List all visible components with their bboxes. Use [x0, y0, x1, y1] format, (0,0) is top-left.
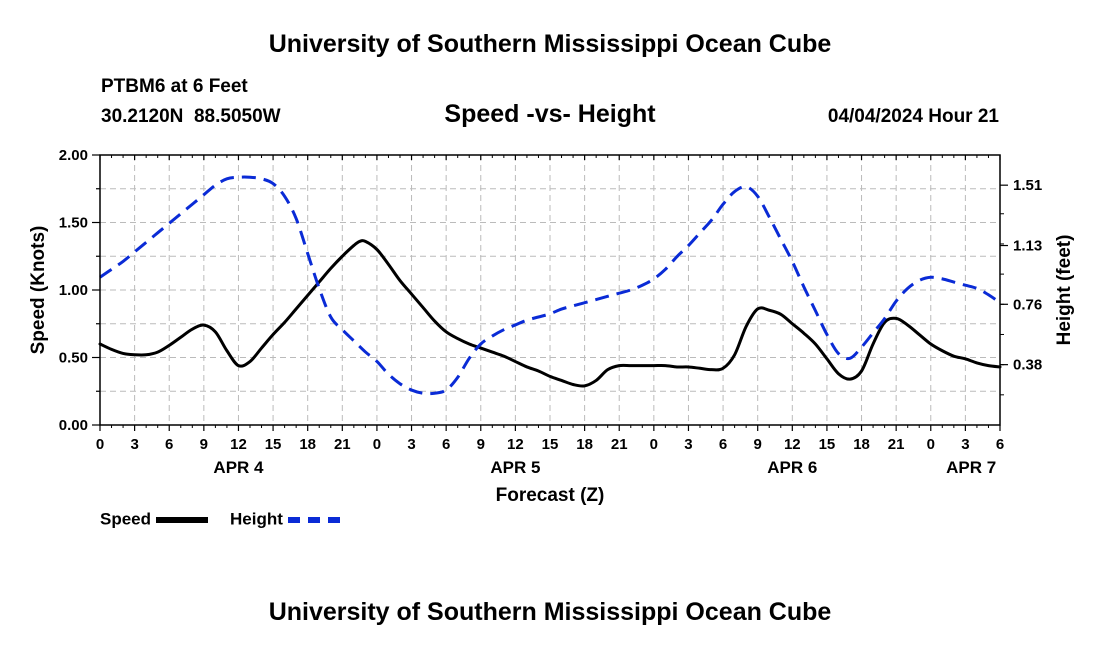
x-tick-label: 15 — [542, 436, 559, 453]
x-tick-label: 6 — [165, 436, 173, 453]
footer-title: University of Southern Mississippi Ocean… — [268, 598, 832, 626]
y2-tick-label: 0.76 — [1013, 296, 1042, 313]
legend-height-label: Height — [230, 509, 283, 529]
forecast-timestamp: 04/04/2024 Hour 21 — [827, 106, 999, 127]
legend-speed-label: Speed — [100, 509, 152, 529]
y2-tick-label: 1.13 — [1013, 238, 1042, 255]
legend-speed: Speed — [100, 509, 208, 530]
x-tick-label: 9 — [754, 436, 762, 453]
axes: 0 3 6 9 12 15 18 21 0 3 6 9 12 15 18 21 0 3 6 9 12 15 18 21 0 3 6A… — [59, 147, 1042, 477]
y-tick-label: 1.50 — [59, 215, 88, 232]
x-tick-label: 9 — [200, 436, 208, 453]
y-tick-label: 2.00 — [59, 147, 88, 164]
x-tick-label: 15 — [819, 436, 836, 453]
x-tick-label: 21 — [334, 436, 351, 453]
y2-axis-title: Height (feet) — [1054, 235, 1075, 346]
x-tick-label: 6 — [442, 436, 450, 453]
y2-tick-label: 1.51 — [1013, 177, 1042, 194]
day-label: APR 7 — [946, 458, 996, 477]
x-tick-label: 3 — [961, 436, 969, 453]
x-tick-label: 21 — [888, 436, 905, 453]
x-tick-label: 12 — [230, 436, 247, 453]
x-tick-label: 12 — [784, 436, 801, 453]
x-tick-label: 9 — [477, 436, 485, 453]
x-tick-label: 6 — [996, 436, 1004, 453]
x-tick-label: 0 — [650, 436, 658, 453]
x-tick-label: 3 — [407, 436, 415, 453]
y-tick-label: 1.00 — [59, 282, 88, 299]
y-tick-label: 0.00 — [59, 417, 88, 434]
x-tick-label: 0 — [96, 436, 104, 453]
x-tick-label: 0 — [373, 436, 381, 453]
legend-speed-swatch — [155, 516, 208, 523]
day-label: APR 4 — [213, 458, 264, 477]
legend-height-swatch — [287, 516, 340, 523]
coordinates-label: 30.2120N 88.5050W — [101, 106, 281, 127]
x-tick-label: 18 — [576, 436, 593, 453]
day-label: APR 6 — [767, 458, 817, 477]
x-tick-label: 0 — [927, 436, 935, 453]
page-title: University of Southern Mississippi Ocean… — [268, 30, 832, 58]
x-tick-label: 3 — [130, 436, 138, 453]
x-tick-label: 21 — [611, 436, 628, 453]
chart-subtitle: Speed -vs- Height — [444, 100, 656, 128]
x-tick-label: 15 — [265, 436, 282, 453]
y2-tick-label: 0.38 — [1013, 357, 1042, 374]
x-tick-label: 6 — [719, 436, 727, 453]
series-layer — [98, 175, 1002, 396]
x-tick-label: 3 — [684, 436, 692, 453]
x-axis-title: Forecast (Z) — [496, 485, 605, 506]
grid — [100, 155, 1000, 425]
y-axis-title: Speed (Knots) — [28, 226, 49, 355]
station-label: PTBM6 at 6 Feet — [101, 76, 248, 97]
y-tick-label: 0.50 — [59, 350, 88, 367]
x-tick-label: 12 — [507, 436, 524, 453]
series-line-speed — [98, 239, 1002, 388]
x-tick-label: 18 — [299, 436, 316, 453]
day-label: APR 5 — [490, 458, 540, 477]
legend-height: Height — [230, 509, 340, 530]
x-tick-label: 18 — [853, 436, 870, 453]
series-line-height — [99, 175, 1001, 396]
